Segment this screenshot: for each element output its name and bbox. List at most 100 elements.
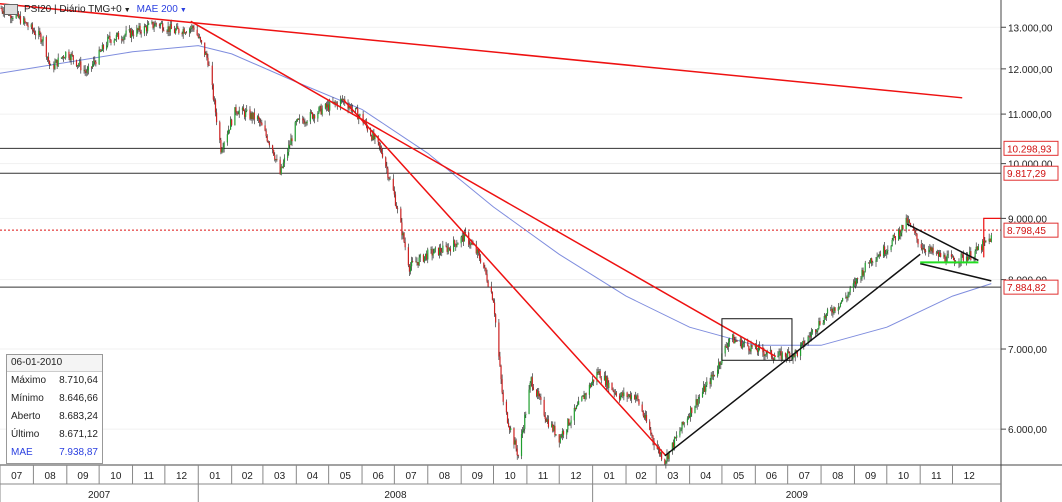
trendline[interactable] [664, 253, 921, 457]
candle-body [802, 341, 804, 343]
candle-body [695, 399, 697, 407]
candle-body [922, 248, 925, 250]
candle-body [585, 393, 587, 395]
candles-layer [0, 5, 992, 469]
candle-body [732, 334, 734, 339]
levels-layer [0, 147, 1001, 288]
mae-indicator-selector[interactable]: MAE 200 ▼ [137, 4, 187, 15]
candle-body [717, 369, 719, 376]
candle-body [0, 8, 2, 10]
candle-body [45, 37, 47, 57]
candle-body [683, 422, 685, 425]
candle-body [419, 254, 421, 258]
candle-body [449, 248, 451, 252]
trendline[interactable] [906, 223, 979, 262]
candle-body [357, 108, 359, 120]
candle-body [540, 397, 542, 400]
x-year-label: 2009 [786, 490, 809, 501]
candle-body [606, 377, 608, 386]
candle-body [961, 253, 963, 255]
candle-body [856, 278, 858, 285]
candle-body [682, 421, 684, 425]
candle-body [312, 115, 315, 119]
trendline[interactable] [343, 99, 667, 457]
candle-body [816, 330, 818, 333]
trendline[interactable] [920, 262, 992, 282]
candle-body [520, 434, 523, 456]
candle-body [674, 437, 677, 439]
candle-body [681, 421, 683, 430]
candle-body [558, 434, 560, 443]
candle-body [192, 25, 194, 28]
candle-body [560, 435, 562, 437]
candle-body [362, 114, 364, 123]
candle-body [848, 292, 850, 295]
candle-body [611, 382, 613, 390]
candle-body [109, 36, 111, 40]
consolidation-rectangle[interactable] [721, 318, 793, 361]
candle-body [923, 248, 926, 251]
candle-body [274, 155, 276, 160]
candle-body [657, 448, 659, 450]
candle-body [62, 56, 65, 58]
trendline-layer[interactable] [0, 3, 1001, 457]
x-axis[interactable]: 07 08 09 10 11 12 01 02 03 04 05 06 07 08 09 10 11 12 01 02… [0, 465, 975, 502]
candle-body [885, 253, 887, 255]
candle-body [15, 15, 17, 19]
candle-body [324, 103, 327, 109]
candle-body [736, 340, 738, 342]
level-label: 10.298,93 [1007, 144, 1052, 155]
candle-body [651, 433, 653, 436]
candle-body [614, 392, 616, 394]
candle-body [817, 328, 819, 331]
candle-body [226, 134, 228, 143]
breakout-marker[interactable] [983, 217, 1001, 258]
candle-body [80, 61, 82, 71]
candle-body [129, 29, 131, 38]
candle-body [498, 322, 500, 357]
candle-body [837, 307, 839, 311]
candle-body [842, 298, 844, 302]
candle-body [854, 281, 857, 285]
candle-body [24, 18, 26, 23]
candle-body [870, 258, 872, 264]
candle-body [627, 395, 629, 397]
candle-body [898, 229, 900, 241]
candle-body [597, 371, 599, 374]
candle-body [989, 238, 991, 242]
candle-body [204, 42, 206, 55]
candle-body [742, 343, 745, 344]
candle-body [18, 15, 20, 18]
candle-body [214, 100, 217, 113]
candle-body [1, 8, 3, 12]
candle-body [475, 244, 477, 254]
candle-body [329, 101, 331, 111]
trendline[interactable] [190, 20, 777, 358]
instrument-selector[interactable]: PSI20 | Diário TMG+0 ▼ [24, 4, 131, 15]
candle-body [521, 430, 524, 435]
candle-body [544, 415, 546, 419]
chart-window-icon[interactable] [4, 3, 18, 15]
candle-body [264, 125, 266, 131]
candle-body [960, 253, 962, 262]
candle-body [872, 261, 874, 263]
candle-body [408, 265, 411, 272]
candle-body [349, 105, 351, 107]
candle-body [603, 375, 606, 381]
candle-body [818, 321, 820, 329]
candle-body [283, 157, 286, 163]
candle-body [665, 461, 667, 464]
candle-body [705, 384, 707, 392]
candle-body [916, 233, 918, 240]
y-tick-label: 6.000,00 [1008, 425, 1047, 436]
candle-body [395, 205, 398, 209]
candle-body [403, 233, 405, 242]
candle-body [833, 307, 835, 314]
candle-body [291, 138, 293, 142]
x-month-label: 06 [766, 471, 778, 482]
candle-body [552, 424, 554, 431]
x-month-label: 04 [307, 471, 319, 482]
trendline[interactable] [0, 3, 963, 99]
candle-body [98, 49, 100, 65]
